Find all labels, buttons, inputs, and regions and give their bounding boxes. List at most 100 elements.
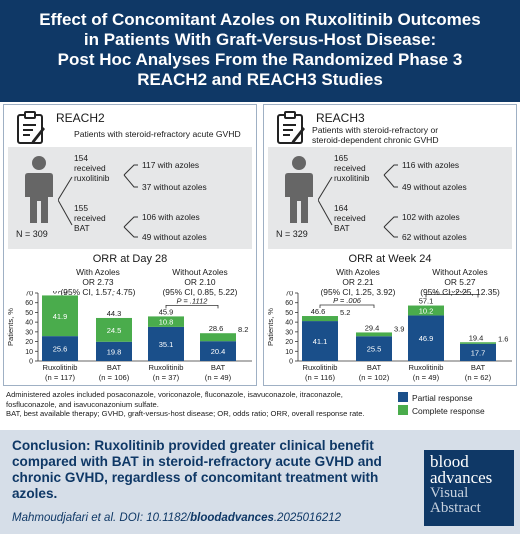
bar-partial-response: [42, 336, 78, 361]
bar-partial-response: [96, 341, 132, 361]
partial-value-label: 19.8: [107, 347, 122, 356]
population-label: Patients with steroid-refractory or ster…: [312, 125, 439, 145]
group-label: With Azoles: [336, 267, 380, 277]
footnote-line: fosfluconazole, and isavuconazonium sulf…: [6, 399, 159, 409]
partial-value-label: 41.1: [313, 337, 328, 346]
rux-arm-drug: ruxolitinib: [334, 173, 370, 183]
complete-value-label: 3.9: [394, 324, 404, 333]
without-azoles-group: Without Azoles OR 2.10 (95% CI, 0.85, 5.…: [148, 267, 252, 297]
p-value-label: P = .006: [333, 296, 362, 305]
title-line: Post Hoc Analyses From the Randomized Ph…: [57, 50, 463, 69]
bar-partial-response: [302, 321, 338, 361]
arm-breakdown: N = 309 154 received ruxolitinib 155 rec…: [8, 147, 252, 249]
p-value-label: P < .0001: [436, 291, 468, 295]
y-tick-label: 50: [25, 310, 33, 317]
study-name: REACH2: [56, 111, 105, 125]
bat-without-azoles: 49 without azoles: [142, 232, 207, 242]
total-value-label: 19.4: [469, 333, 484, 342]
p-value-bracket: [319, 304, 375, 309]
y-axis-label: Patients, %: [266, 308, 275, 346]
bat-arm-drug: BAT: [334, 223, 350, 233]
bat-arm-drug: BAT: [74, 223, 90, 233]
y-tick-label: 10: [25, 349, 33, 356]
citation-suffix: .2025016212: [273, 512, 342, 524]
x-tick-label: Ruxolitinib: [42, 363, 77, 372]
y-tick-label: 30: [285, 329, 293, 336]
y-tick-label: 50: [285, 310, 293, 317]
legend-swatch-partial: [398, 392, 408, 402]
confidence-interval: (95% CI, 0.85, 5.22): [162, 287, 238, 297]
partial-value-label: 25.6: [53, 345, 68, 354]
conclusion-label: Conclusion:: [12, 438, 91, 453]
p-value-bracket: [425, 294, 479, 298]
legend-item-partial: Partial response: [398, 392, 485, 405]
y-tick-label: 20: [285, 339, 293, 346]
p-value-label: P = .1112: [177, 296, 209, 305]
rux-without-azoles: 37 without azoles: [142, 182, 207, 192]
odds-ratio: OR 2.21: [342, 277, 374, 287]
y-tick-label: 70: [25, 291, 33, 298]
rux-with-azoles: 117 with azoles: [142, 160, 200, 170]
population-line: Patients with steroid-refractory or: [312, 125, 439, 135]
bar-complete-response: [408, 305, 444, 316]
y-tick-label: 60: [25, 300, 33, 307]
x-tick-label: BAT: [211, 363, 226, 372]
partial-value-label: 25.5: [367, 345, 382, 354]
branch-lines: [58, 164, 138, 238]
logo-line: Abstract: [430, 500, 481, 516]
y-tick-label: 20: [25, 339, 33, 346]
y-tick-label: 30: [25, 329, 33, 336]
bat-arm-n: 155: [74, 203, 88, 213]
footnote-line: Administered azoles included posaconazol…: [6, 390, 343, 399]
legend-label: Partial response: [412, 393, 473, 403]
logo-line: advances: [430, 468, 493, 487]
complete-value-label: 8.2: [238, 325, 248, 334]
bar-complete-response: [460, 342, 496, 344]
citation-prefix: Mahmoudjafari et al. DOI: 10.1182/: [12, 512, 191, 524]
complete-value-label: 5.2: [340, 308, 350, 317]
x-tick-label: Ruxolitinib: [408, 363, 443, 372]
group-label: With Azoles: [76, 267, 120, 277]
x-tick-n-label: (n = 102): [359, 373, 390, 382]
with-azoles-group: With Azoles OR 2.21 (95% CI, 1.25, 3.92): [312, 267, 404, 297]
bar-partial-response: [408, 315, 444, 361]
bat-with-azoles: 102 with azoles: [402, 212, 460, 222]
partial-value-label: 46.9: [419, 334, 434, 343]
population-label: Patients with steroid-refractory acute G…: [74, 129, 241, 139]
p-value-bracket: [59, 291, 115, 292]
rux-arm-drug: ruxolitinib: [74, 173, 110, 183]
bar-complete-response: [148, 316, 184, 327]
title-line: Effect of Concomitant Azoles on Ruxoliti…: [39, 10, 481, 29]
odds-ratio: OR 5.27: [444, 277, 476, 287]
partial-value-label: 20.4: [211, 347, 226, 356]
branch-lines: [318, 164, 398, 238]
without-azoles-group: Without Azoles OR 5.27 (95% CI, 2.25, 12…: [408, 267, 512, 297]
x-tick-n-label: (n = 37): [153, 373, 180, 382]
rux-with-azoles: 116 with azoles: [402, 160, 460, 170]
clipboard-icon: [277, 111, 305, 144]
complete-value-label: 24.5: [107, 326, 122, 335]
x-tick-n-label: (n = 106): [99, 373, 130, 382]
total-value-label: 45.9: [159, 307, 174, 316]
x-tick-n-label: (n = 62): [465, 373, 492, 382]
orr-bar-chart: 0 10 20 30 40 50 60 70 Patients, % 25.6 41.9 67.5 Ru…: [6, 291, 252, 382]
y-tick-label: 0: [29, 359, 33, 366]
odds-ratio: OR 2.73: [82, 277, 114, 287]
chart-legend: Partial response Complete response: [398, 392, 485, 418]
footnotes: Administered azoles included posaconazol…: [6, 390, 516, 419]
partial-value-label: 35.1: [159, 340, 174, 349]
legend-swatch-complete: [398, 405, 408, 415]
reach2-panel: REACH2 Patients with steroid-refractory …: [3, 104, 257, 386]
logo-line: Visual: [430, 485, 469, 501]
orr-bar-chart: 0 10 20 30 40 50 60 70 Patients, % 41.1 5.2 46.6 Rux…: [266, 291, 512, 382]
title-line: REACH2 and REACH3 Studies: [137, 70, 383, 89]
bar-partial-response: [148, 326, 184, 361]
title-line: in Patients With Graft-Versus-Host Disea…: [83, 30, 437, 49]
x-tick-n-label: (n = 117): [45, 373, 76, 382]
x-tick-n-label: (n = 49): [413, 373, 440, 382]
y-tick-label: 40: [25, 320, 33, 327]
confidence-interval: (95% CI, 1.57, 4.75): [60, 287, 136, 297]
bar-complete-response: [302, 316, 338, 322]
legend-item-complete: Complete response: [398, 405, 485, 418]
citation-journal: bloodadvances: [190, 512, 274, 524]
